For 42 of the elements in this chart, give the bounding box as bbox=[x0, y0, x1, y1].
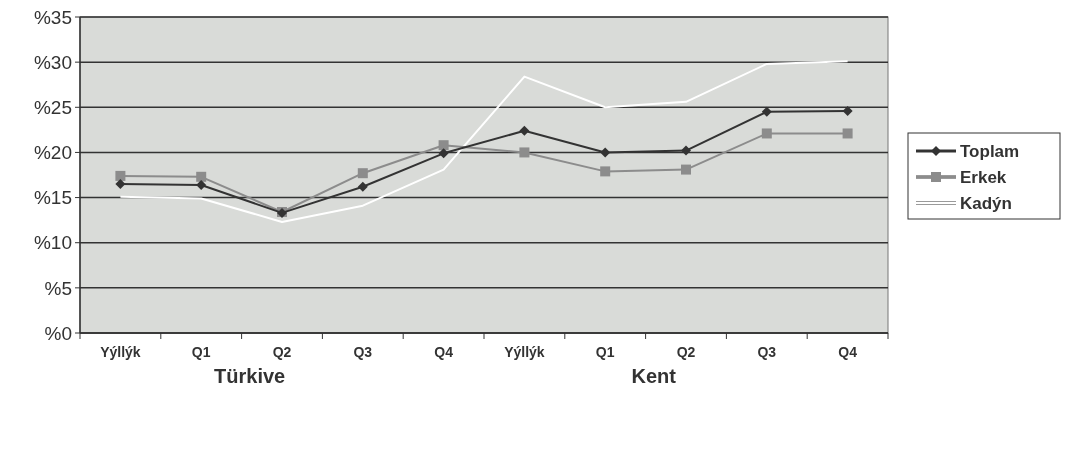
x-tick-label: Q2 bbox=[272, 344, 292, 360]
point bbox=[196, 171, 207, 182]
x-tick-label: Yýllýk bbox=[504, 344, 545, 360]
y-tick-label: %20 bbox=[33, 142, 72, 164]
point bbox=[600, 147, 611, 158]
point bbox=[438, 148, 449, 159]
y-tick-label: %10 bbox=[33, 232, 72, 254]
point bbox=[681, 164, 691, 175]
point bbox=[761, 128, 772, 139]
point bbox=[842, 105, 853, 116]
point bbox=[357, 181, 368, 192]
y-tick-label: %5 bbox=[44, 277, 72, 299]
text: Türkive bbox=[214, 365, 286, 387]
point bbox=[681, 145, 691, 156]
x-tick-label: Q4 bbox=[838, 344, 858, 360]
y-tick-label: %30 bbox=[33, 51, 72, 73]
point bbox=[438, 140, 449, 151]
legend-label: Erkek bbox=[960, 167, 1007, 187]
point bbox=[519, 125, 530, 136]
point bbox=[761, 106, 772, 117]
point bbox=[115, 170, 126, 181]
point bbox=[357, 168, 368, 179]
x-tick-label: Q3 bbox=[757, 344, 777, 360]
legend-label: Toplam bbox=[960, 141, 1020, 161]
x-tick-label: Q3 bbox=[353, 344, 373, 360]
x-tick-label: Q4 bbox=[434, 344, 454, 360]
point bbox=[115, 179, 126, 190]
y-tick-label: %0 bbox=[44, 322, 72, 344]
y-tick-label: %15 bbox=[33, 187, 72, 209]
y-tick-label: %25 bbox=[33, 96, 72, 118]
point bbox=[842, 128, 853, 139]
x-tick-label: Q2 bbox=[676, 344, 696, 360]
y-tick-label: %35 bbox=[33, 6, 72, 28]
point bbox=[196, 179, 207, 190]
text: Kent bbox=[631, 365, 677, 387]
line-series bbox=[119, 60, 849, 223]
x-tick-label: Yýllýk bbox=[100, 344, 141, 360]
point bbox=[600, 166, 611, 177]
legend-label: Kadýn bbox=[960, 193, 1012, 213]
x-tick-label: Q1 bbox=[595, 344, 615, 360]
x-tick-label: Q1 bbox=[191, 344, 211, 360]
point bbox=[519, 147, 530, 158]
